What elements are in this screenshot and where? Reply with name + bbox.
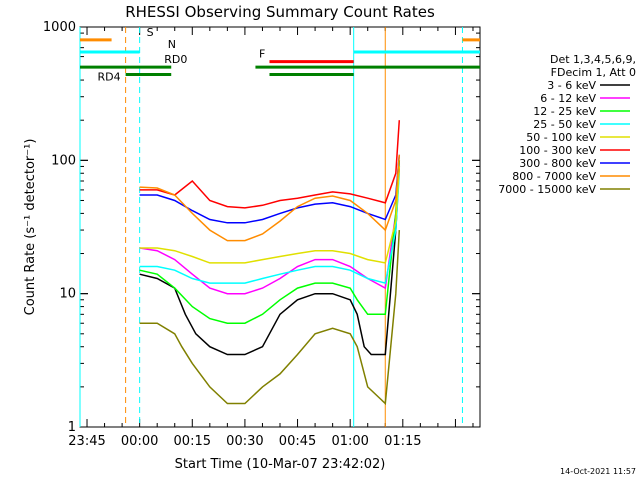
- legend-header: FDecim 1, Att 0: [551, 66, 636, 79]
- x-tick-label: 00:45: [279, 434, 316, 449]
- legend-entry-label: 25 - 50 keV: [533, 118, 596, 131]
- flag-label: N: [168, 38, 176, 51]
- x-tick-label: 00:15: [174, 434, 211, 449]
- series-line: [139, 166, 401, 356]
- legend-entry-label: 7000 - 15000 keV: [498, 183, 596, 196]
- y-tick-label: 1000: [43, 20, 76, 35]
- legend-header: Det 1,3,4,5,6,9,: [550, 53, 636, 66]
- series-line: [139, 120, 401, 209]
- y-tick-label: 10: [59, 287, 76, 302]
- legend-entry-label: 50 - 100 keV: [526, 131, 596, 144]
- x-tick-label: 00:30: [226, 434, 263, 449]
- y-axis-label: Count Rate (s⁻¹ detector⁻¹): [23, 139, 38, 316]
- legend-entry-label: 3 - 6 keV: [547, 79, 596, 92]
- flag-label: F: [259, 48, 265, 61]
- y-tick-label: 1: [68, 420, 76, 435]
- series-line: [139, 154, 401, 242]
- x-tick-label: 00:00: [121, 434, 158, 449]
- y-tick-label: 100: [51, 153, 76, 168]
- flag-label: S: [147, 26, 154, 39]
- legend: Det 1,3,4,5,6,9,FDecim 1, Att 03 - 6 keV…: [498, 53, 636, 196]
- legend-entry-label: 300 - 800 keV: [519, 157, 596, 170]
- chart-title: RHESSI Observing Summary Count Rates: [125, 3, 435, 21]
- legend-entry-label: 12 - 25 keV: [533, 105, 596, 118]
- x-tick-label: 01:15: [384, 434, 421, 449]
- timestamp-footer: 14-Oct-2021 11:57: [560, 467, 636, 476]
- x-axis-label: Start Time (10-Mar-07 23:42:02): [175, 457, 386, 472]
- series-line: [139, 173, 401, 285]
- flag-label: RD0: [164, 53, 187, 66]
- legend-entry-label: 6 - 12 keV: [540, 92, 596, 105]
- series-line: [139, 166, 401, 264]
- series-line: [139, 154, 401, 224]
- x-tick-label: 23:45: [68, 434, 105, 449]
- x-tick-label: 01:00: [331, 434, 368, 449]
- flag-label: RD4: [98, 71, 121, 84]
- series-line: [139, 230, 401, 406]
- plot-layer: 1 10 100 1000 23:45 00:00 00:15 00:30 00:45 01:00…: [43, 20, 481, 449]
- legend-entry-label: 800 - 7000 keV: [512, 170, 596, 183]
- legend-entry-label: 100 - 300 keV: [519, 144, 596, 157]
- series-line: [139, 160, 401, 324]
- series-line: [139, 160, 401, 295]
